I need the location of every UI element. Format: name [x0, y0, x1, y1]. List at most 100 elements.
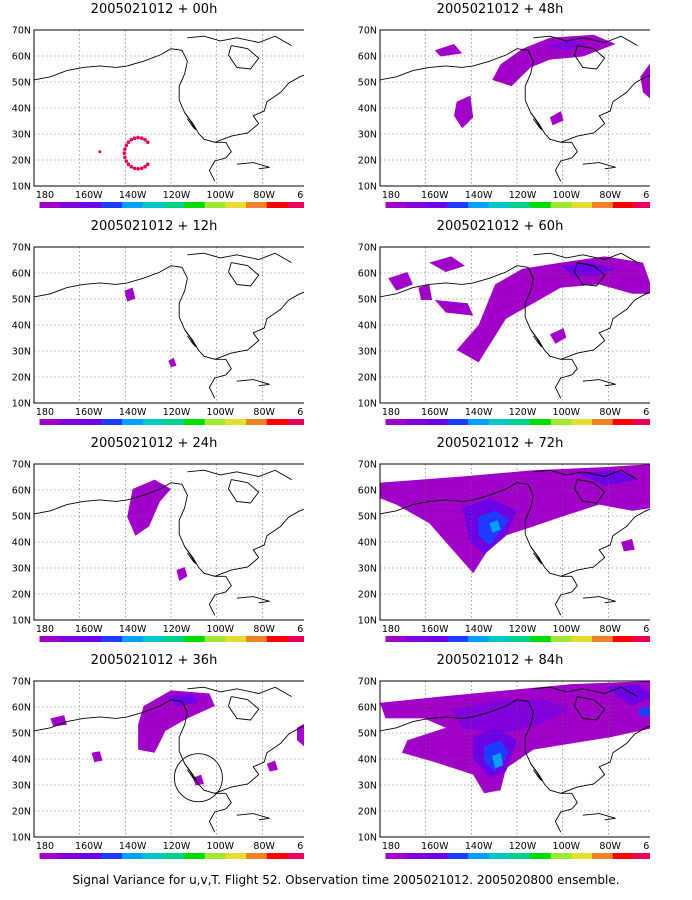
lat-label: 30N	[12, 564, 31, 575]
color-bar-label: 4	[110, 210, 114, 211]
coastline-segment	[560, 291, 650, 360]
color-bar-label: 11	[211, 210, 219, 211]
color-bar-swatch	[426, 636, 448, 642]
lon-label: 180	[382, 190, 400, 201]
observation-marker	[143, 164, 147, 169]
color-bar-label: 11	[211, 861, 219, 862]
color-bar-swatch	[101, 419, 123, 425]
color-bar-label: 14	[232, 210, 240, 211]
color-bar-swatch	[468, 636, 490, 642]
color-bar-swatch	[612, 202, 634, 208]
observation-marker	[129, 137, 134, 142]
coastline-segment	[582, 596, 616, 604]
color-bar-label: 1.6	[391, 644, 401, 645]
panel-title: 2005021012 + 48h	[436, 2, 564, 17]
coastline-segment	[560, 725, 650, 794]
lon-label: 180	[36, 841, 54, 852]
coastline	[33, 252, 304, 399]
variance-contours	[127, 479, 188, 581]
panel-60h: 2005021012 + 60h 70N 60N 50N 40N 30N 20N 10N 18…	[350, 219, 650, 427]
lat-label: 20N	[358, 590, 377, 601]
highlight-ring	[173, 753, 223, 803]
color-bar-swatch	[488, 202, 510, 208]
panel-title: 2005021012 + 24h	[90, 436, 218, 451]
lon-label: 140W	[465, 841, 493, 852]
coastline-segment	[208, 808, 226, 833]
color-bar-label: 2.2	[65, 210, 75, 211]
lon-label: 120W	[163, 624, 191, 635]
color-bar-swatch	[550, 202, 572, 208]
color-bar-label: 4	[456, 427, 460, 428]
panel-title: 2005021012 + 84h	[436, 653, 564, 668]
color-bar-swatch	[60, 419, 82, 425]
variance-contour	[451, 699, 572, 734]
color-bar-swatch	[246, 853, 267, 859]
color-bar-swatch	[142, 419, 164, 425]
color-bar-swatch	[287, 202, 304, 208]
lat-label: 20N	[358, 807, 377, 818]
observation-markers	[98, 135, 150, 171]
lat-label: 70N	[358, 26, 377, 37]
coastline-segment	[33, 716, 128, 732]
color-bar-swatch	[39, 853, 61, 859]
observation-marker	[123, 147, 127, 151]
color-bar-label: 6.3	[494, 861, 504, 862]
lon-label: 120W	[509, 407, 537, 418]
lon-label: 100W	[553, 190, 581, 201]
lon-label: 100W	[553, 841, 581, 852]
color-bar-label: 40	[640, 644, 648, 645]
coastline-segment	[379, 282, 474, 298]
lon-label: 80W	[253, 190, 275, 201]
coastline-segment	[187, 469, 292, 480]
lat-label: 10N	[12, 833, 31, 844]
variance-contours	[124, 287, 177, 368]
color-bar-swatch	[509, 636, 531, 642]
lat-label: 60N	[358, 486, 377, 497]
map-border	[33, 29, 304, 187]
variance-contour	[165, 693, 199, 706]
variance-contour	[176, 567, 188, 581]
color-bar-label: 2.2	[65, 644, 75, 645]
lon-label: 140W	[119, 190, 147, 201]
variance-contour	[138, 690, 215, 753]
coastline-segment	[187, 686, 292, 697]
coastline-segment	[184, 329, 197, 348]
color-bar-swatch	[530, 419, 552, 425]
lat-label: 30N	[358, 781, 377, 792]
lon-label: 80W	[599, 190, 621, 201]
lon-label: 60W	[297, 841, 304, 852]
lon-label: 80W	[253, 841, 275, 852]
color-bar-label: 29	[619, 427, 627, 428]
coastline-segment	[554, 591, 572, 616]
graticule	[34, 30, 304, 186]
coastline-segment	[214, 291, 304, 360]
panel-24h: 2005021012 + 24h 70N 60N 50N 40N 30N 20N 10N 18…	[4, 436, 304, 644]
lat-label: 70N	[358, 243, 377, 254]
color-bar-label: 21	[598, 644, 606, 645]
lat-label: 10N	[358, 182, 377, 193]
coastline-segment	[554, 374, 572, 399]
color-bar-label: 1.6	[45, 427, 55, 428]
graticule	[34, 681, 304, 837]
color-bar-swatch	[287, 419, 304, 425]
color-bar-swatch	[468, 419, 490, 425]
lat-label: 60N	[358, 269, 377, 280]
color-bar-swatch	[266, 636, 288, 642]
coastline-segment	[533, 686, 638, 697]
color-bar-label: 5.1	[127, 210, 137, 211]
lat-label: 60N	[12, 269, 31, 280]
coastline	[379, 252, 650, 399]
map-frame: 70N 60N 50N 40N 30N 20N 10N 180 160W 140W 120W 100W…	[358, 26, 650, 210]
lon-label: 60W	[643, 841, 650, 852]
color-bar-label: 3.1	[86, 861, 96, 862]
coastline-segment	[208, 374, 226, 399]
color-bar-swatch	[550, 853, 572, 859]
variance-contour	[266, 760, 278, 772]
color-bar-swatch	[39, 419, 61, 425]
color-bar-label: 11	[557, 861, 565, 862]
map-frame: 70N 60N 50N 40N 30N 20N 10N 180 160W 140W 120W 100W…	[358, 243, 650, 428]
color-bar-swatch	[468, 853, 490, 859]
lat-label: 40N	[358, 321, 377, 332]
panel-00h: 2005021012 + 00h 70N 60N 50N 40N 30N 20N 10N 18…	[4, 2, 304, 210]
color-bar-swatch	[142, 636, 164, 642]
